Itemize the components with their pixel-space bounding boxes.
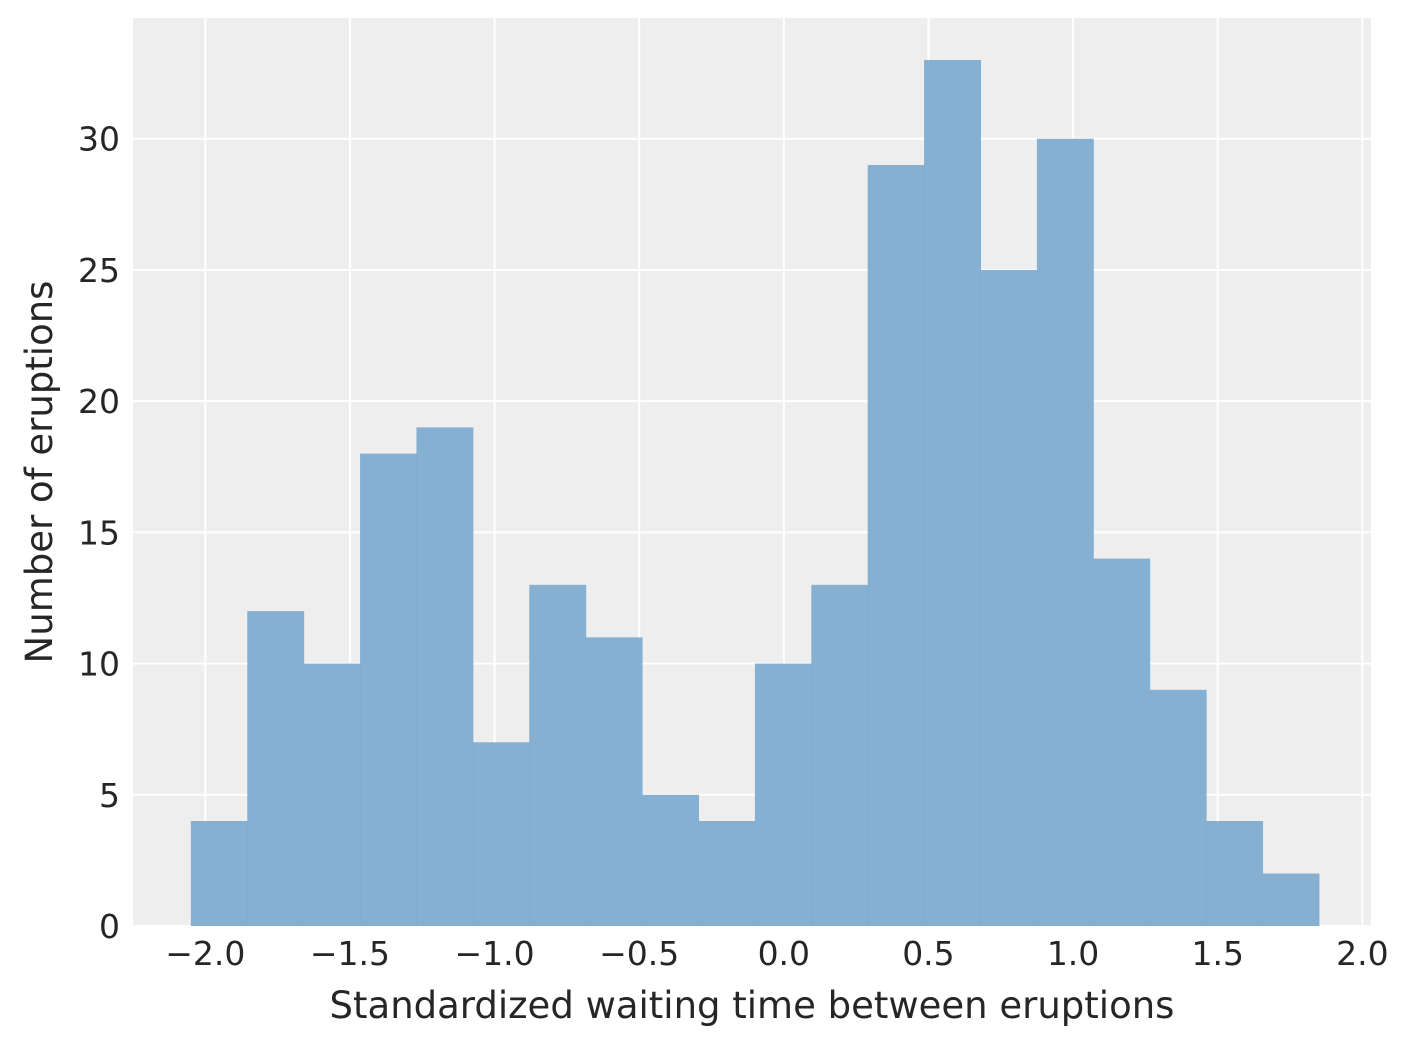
histogram-bar: [754, 663, 812, 926]
histogram-bar: [585, 637, 643, 926]
y-tick-label: 5: [99, 776, 120, 815]
histogram-bar: [360, 453, 417, 926]
histogram-bar: [867, 164, 925, 926]
x-tick-label: 1.0: [1047, 934, 1099, 973]
histogram-bar: [924, 59, 982, 926]
x-tick-label: 0.5: [902, 934, 954, 973]
x-tick-label: −0.5: [599, 934, 679, 973]
y-axis-ticks: 0 5 10 15 20 25 30: [78, 120, 120, 946]
histogram-bar: [1093, 558, 1151, 926]
histogram-bar: [698, 821, 756, 926]
y-tick-label: 30: [78, 120, 120, 159]
x-axis-ticks: −2.0 −1.5 −1.0 −0.5 0.0 0.5 1.0 1.5 2.0: [165, 934, 1388, 973]
y-tick-label: 25: [78, 251, 120, 290]
x-tick-label: 1.5: [1191, 934, 1243, 973]
histogram-bar: [642, 794, 699, 926]
x-tick-label: −1.0: [454, 934, 534, 973]
x-axis-label: Standardized waiting time between erupti…: [330, 984, 1175, 1027]
y-axis-label: Number of eruptions: [18, 281, 61, 664]
histogram-bar: [811, 584, 869, 926]
x-tick-label: −1.5: [310, 934, 390, 973]
histogram-bar: [472, 742, 530, 926]
histogram-bar: [247, 611, 305, 926]
histogram-bar: [190, 821, 248, 926]
histogram-bar: [303, 663, 361, 926]
x-tick-label: 2.0: [1336, 934, 1388, 973]
histogram-bar: [980, 269, 1038, 926]
x-tick-label: −2.0: [165, 934, 245, 973]
histogram-bar: [1206, 821, 1264, 926]
y-tick-label: 0: [99, 907, 120, 946]
y-tick-label: 20: [78, 382, 120, 421]
histogram-bar: [416, 427, 474, 926]
x-tick-label: 0.0: [758, 934, 810, 973]
histogram-bars: [190, 59, 1320, 926]
y-tick-label: 10: [78, 645, 120, 684]
y-tick-label: 15: [78, 513, 120, 552]
histogram-bar: [529, 584, 587, 926]
histogram-bar: [1149, 689, 1207, 926]
histogram-bar: [1262, 873, 1320, 926]
histogram-bar: [1036, 138, 1094, 926]
